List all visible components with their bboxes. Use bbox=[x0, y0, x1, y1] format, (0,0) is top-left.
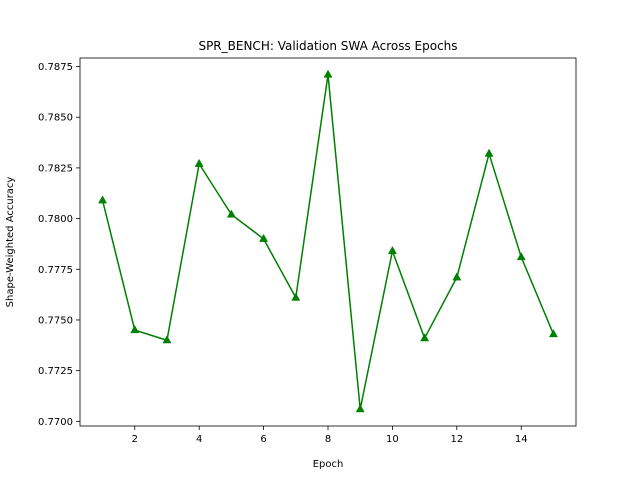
y-tick-label: 0.7875 bbox=[38, 62, 73, 73]
x-tick-label: 8 bbox=[325, 434, 331, 445]
x-tick-label: 14 bbox=[515, 434, 528, 445]
x-tick-label: 4 bbox=[196, 434, 202, 445]
x-axis-label: Epoch bbox=[313, 459, 344, 470]
data-point-marker bbox=[387, 246, 397, 255]
y-tick-label: 0.7700 bbox=[38, 417, 73, 428]
data-point-marker bbox=[130, 325, 140, 334]
data-point-marker bbox=[259, 233, 269, 242]
data-point-marker bbox=[323, 69, 333, 78]
y-tick-label: 0.7825 bbox=[38, 163, 73, 174]
x-tick-label: 12 bbox=[450, 434, 463, 445]
chart-title: SPR_BENCH: Validation SWA Across Epochs bbox=[198, 39, 457, 53]
data-point-marker bbox=[226, 209, 236, 218]
data-point-marker bbox=[355, 404, 365, 413]
plot-area: 2 4 6 8 10 12 14 0.7700 0.7725 0.7750 0.7775 0.7800… bbox=[38, 57, 577, 445]
data-point-marker bbox=[194, 158, 204, 167]
y-tick-label: 0.7775 bbox=[38, 265, 73, 276]
y-tick-label: 0.7750 bbox=[38, 315, 73, 326]
y-axis-label: Shape-Weighted Accuracy bbox=[5, 177, 16, 308]
y-tick-label: 0.7850 bbox=[38, 113, 73, 124]
data-point-marker bbox=[452, 272, 462, 281]
data-point-marker bbox=[98, 195, 108, 204]
data-point-marker bbox=[291, 292, 301, 301]
data-point-marker bbox=[162, 335, 172, 344]
data-point-marker bbox=[420, 333, 430, 342]
x-tick-label: 6 bbox=[260, 434, 266, 445]
x-tick-label: 2 bbox=[132, 434, 138, 445]
axes-frame bbox=[79, 57, 577, 427]
data-point-marker bbox=[548, 329, 558, 338]
x-tick-label: 10 bbox=[386, 434, 399, 445]
data-point-marker bbox=[484, 148, 494, 157]
y-tick-label: 0.7800 bbox=[38, 214, 73, 225]
y-tick-label: 0.7725 bbox=[38, 366, 73, 377]
data-point-marker bbox=[516, 252, 526, 261]
